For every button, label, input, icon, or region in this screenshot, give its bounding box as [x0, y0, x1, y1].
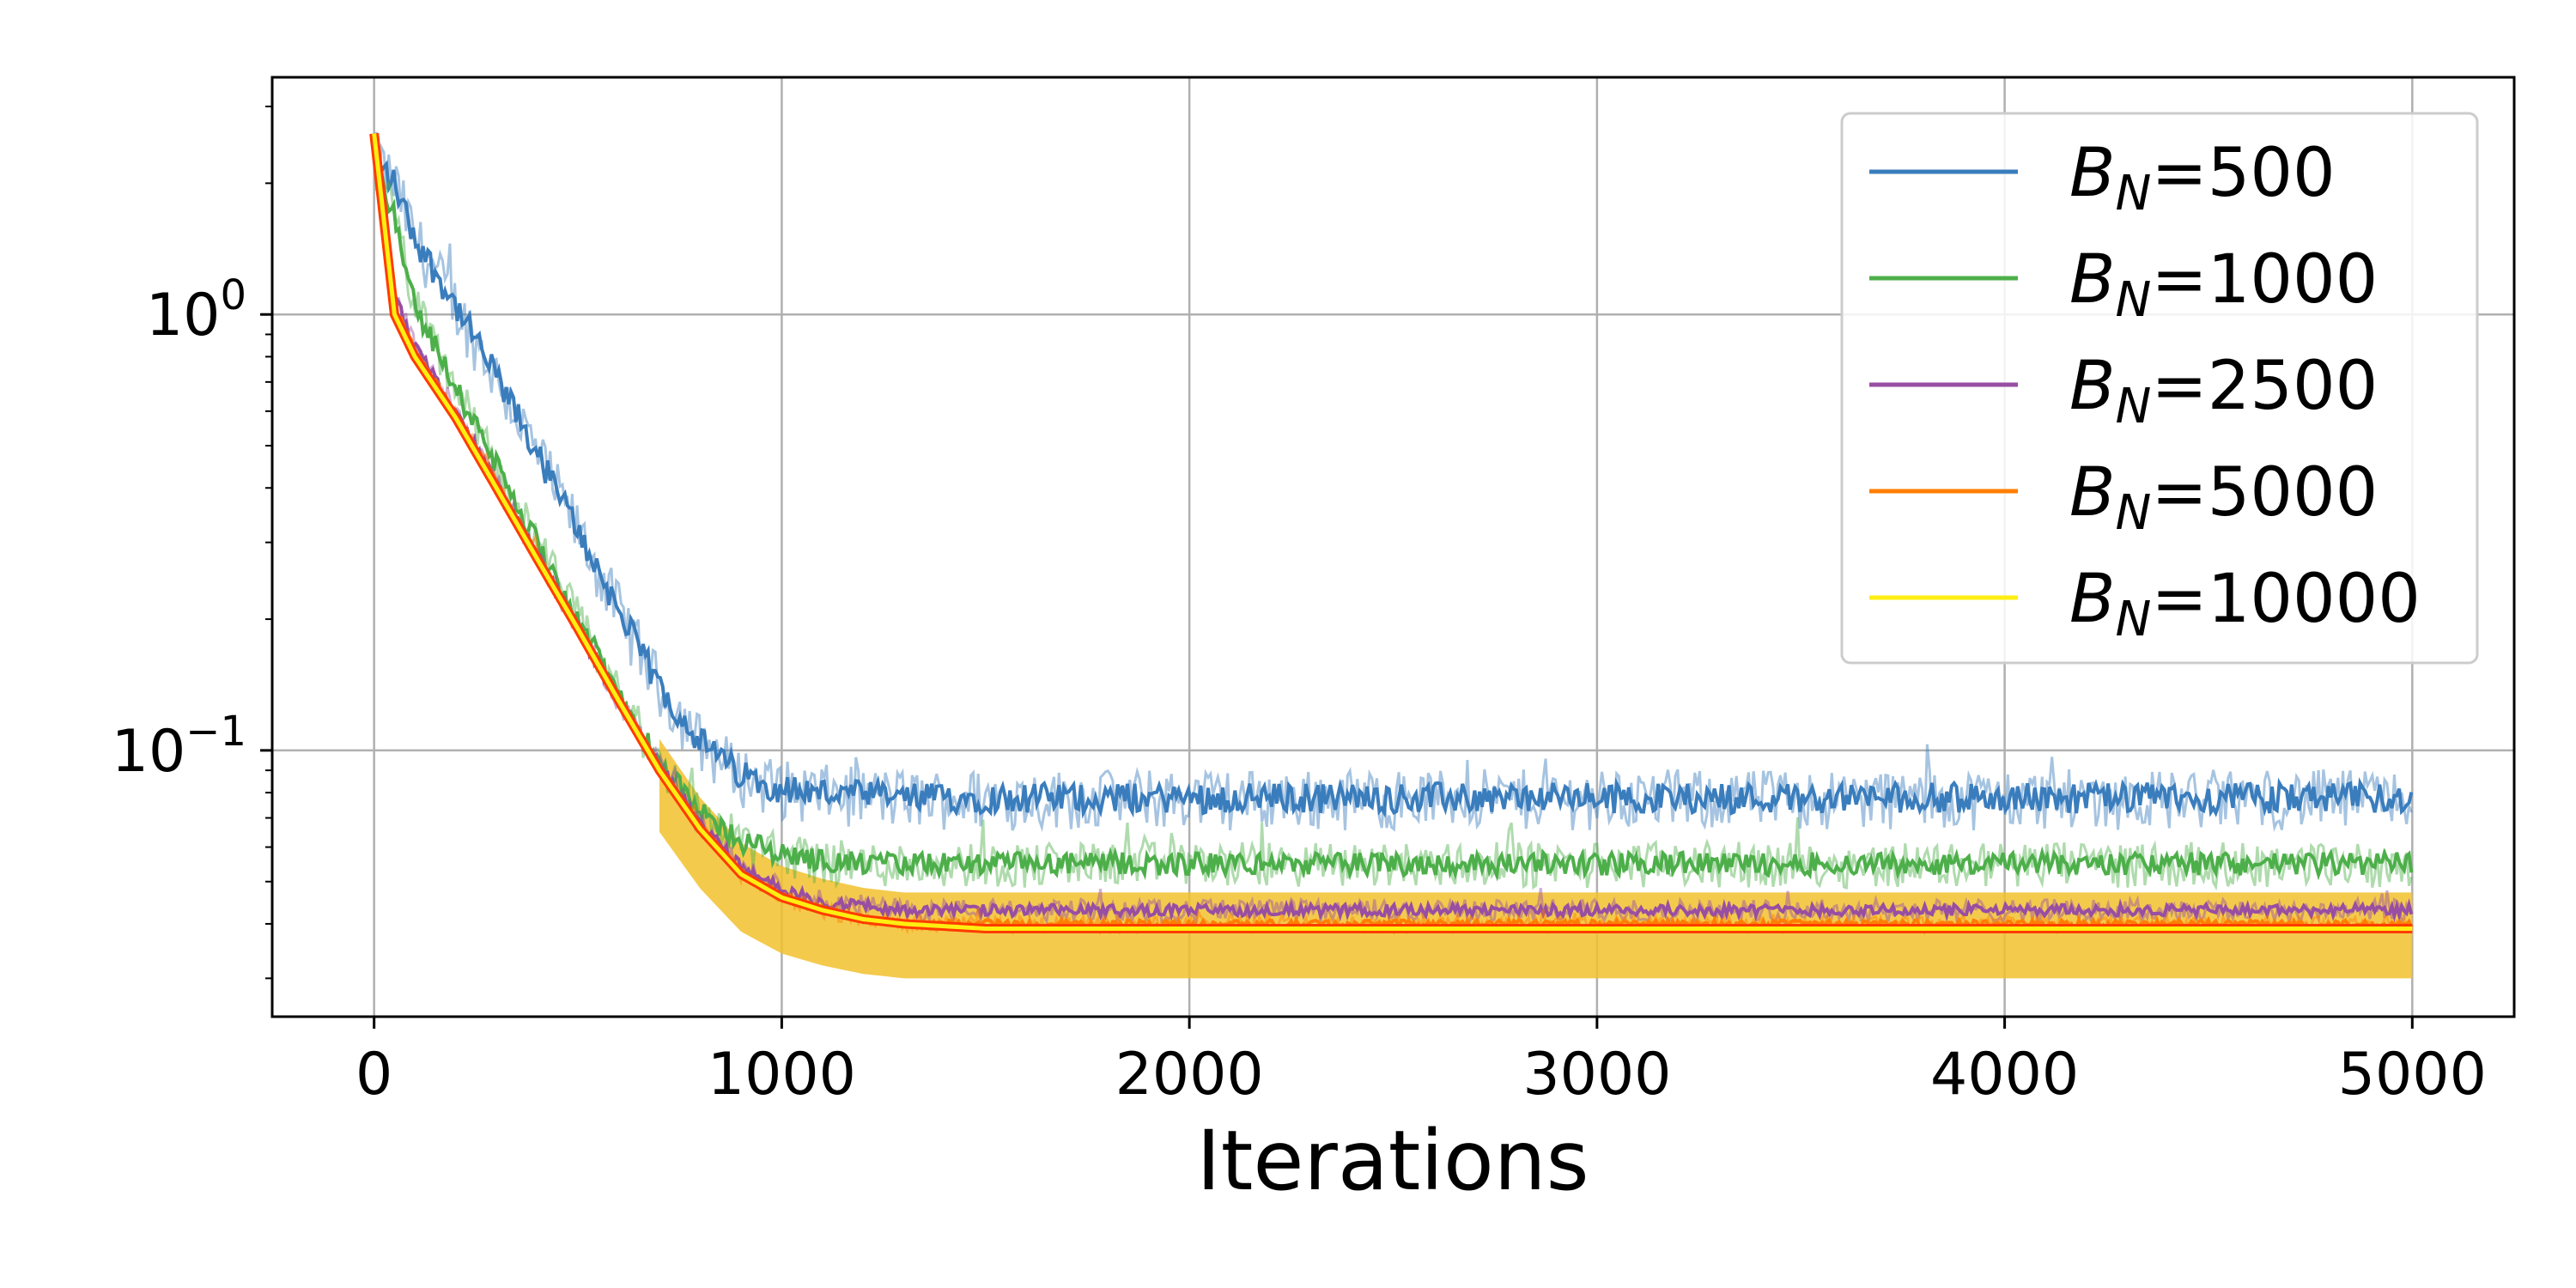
series-halo-1: [373, 146, 2413, 891]
x-tick-label: 3000: [1522, 1041, 1671, 1109]
y-tick-label: 100: [146, 271, 246, 349]
series-line-1: [372, 161, 2414, 882]
x-tick-label: 0: [355, 1041, 392, 1109]
x-tick-label: 2000: [1115, 1041, 1264, 1109]
plot-frame: [270, 76, 2516, 1018]
x-tick-label: 1000: [708, 1041, 856, 1109]
noise-band: [659, 738, 2413, 979]
legend-label-0: BN=500: [2069, 135, 2336, 222]
legend-label-1: BN=1000: [2069, 241, 2378, 328]
x-axis: 0 1000 2000 3000 4000 5000: [355, 1017, 2487, 1109]
legend: BN=500 BN=1000 BN=2500 BN=5000 BN=10000: [1840, 112, 2479, 665]
x-tick-label: 4000: [1930, 1041, 2079, 1109]
legend-label-2: BN=2500: [2069, 348, 2378, 434]
legend-label-3: BN=5000: [2069, 454, 2378, 541]
x-tick-label: 5000: [2338, 1041, 2487, 1109]
y-axis: 100 10−1: [112, 105, 272, 980]
series-line-0: [373, 151, 2414, 819]
noise-band-area: [659, 738, 2413, 979]
x-axis-title: Iterations: [1196, 1113, 1589, 1209]
series-halo-0: [373, 131, 2413, 833]
y-tick-label: 10−1: [112, 708, 246, 786]
legend-label-4: BN=10000: [2069, 561, 2421, 647]
legend-box: [1840, 112, 2479, 665]
series-line-2: [372, 158, 2414, 923]
series-group: [369, 131, 2414, 936]
series-line-4: [372, 133, 2413, 932]
